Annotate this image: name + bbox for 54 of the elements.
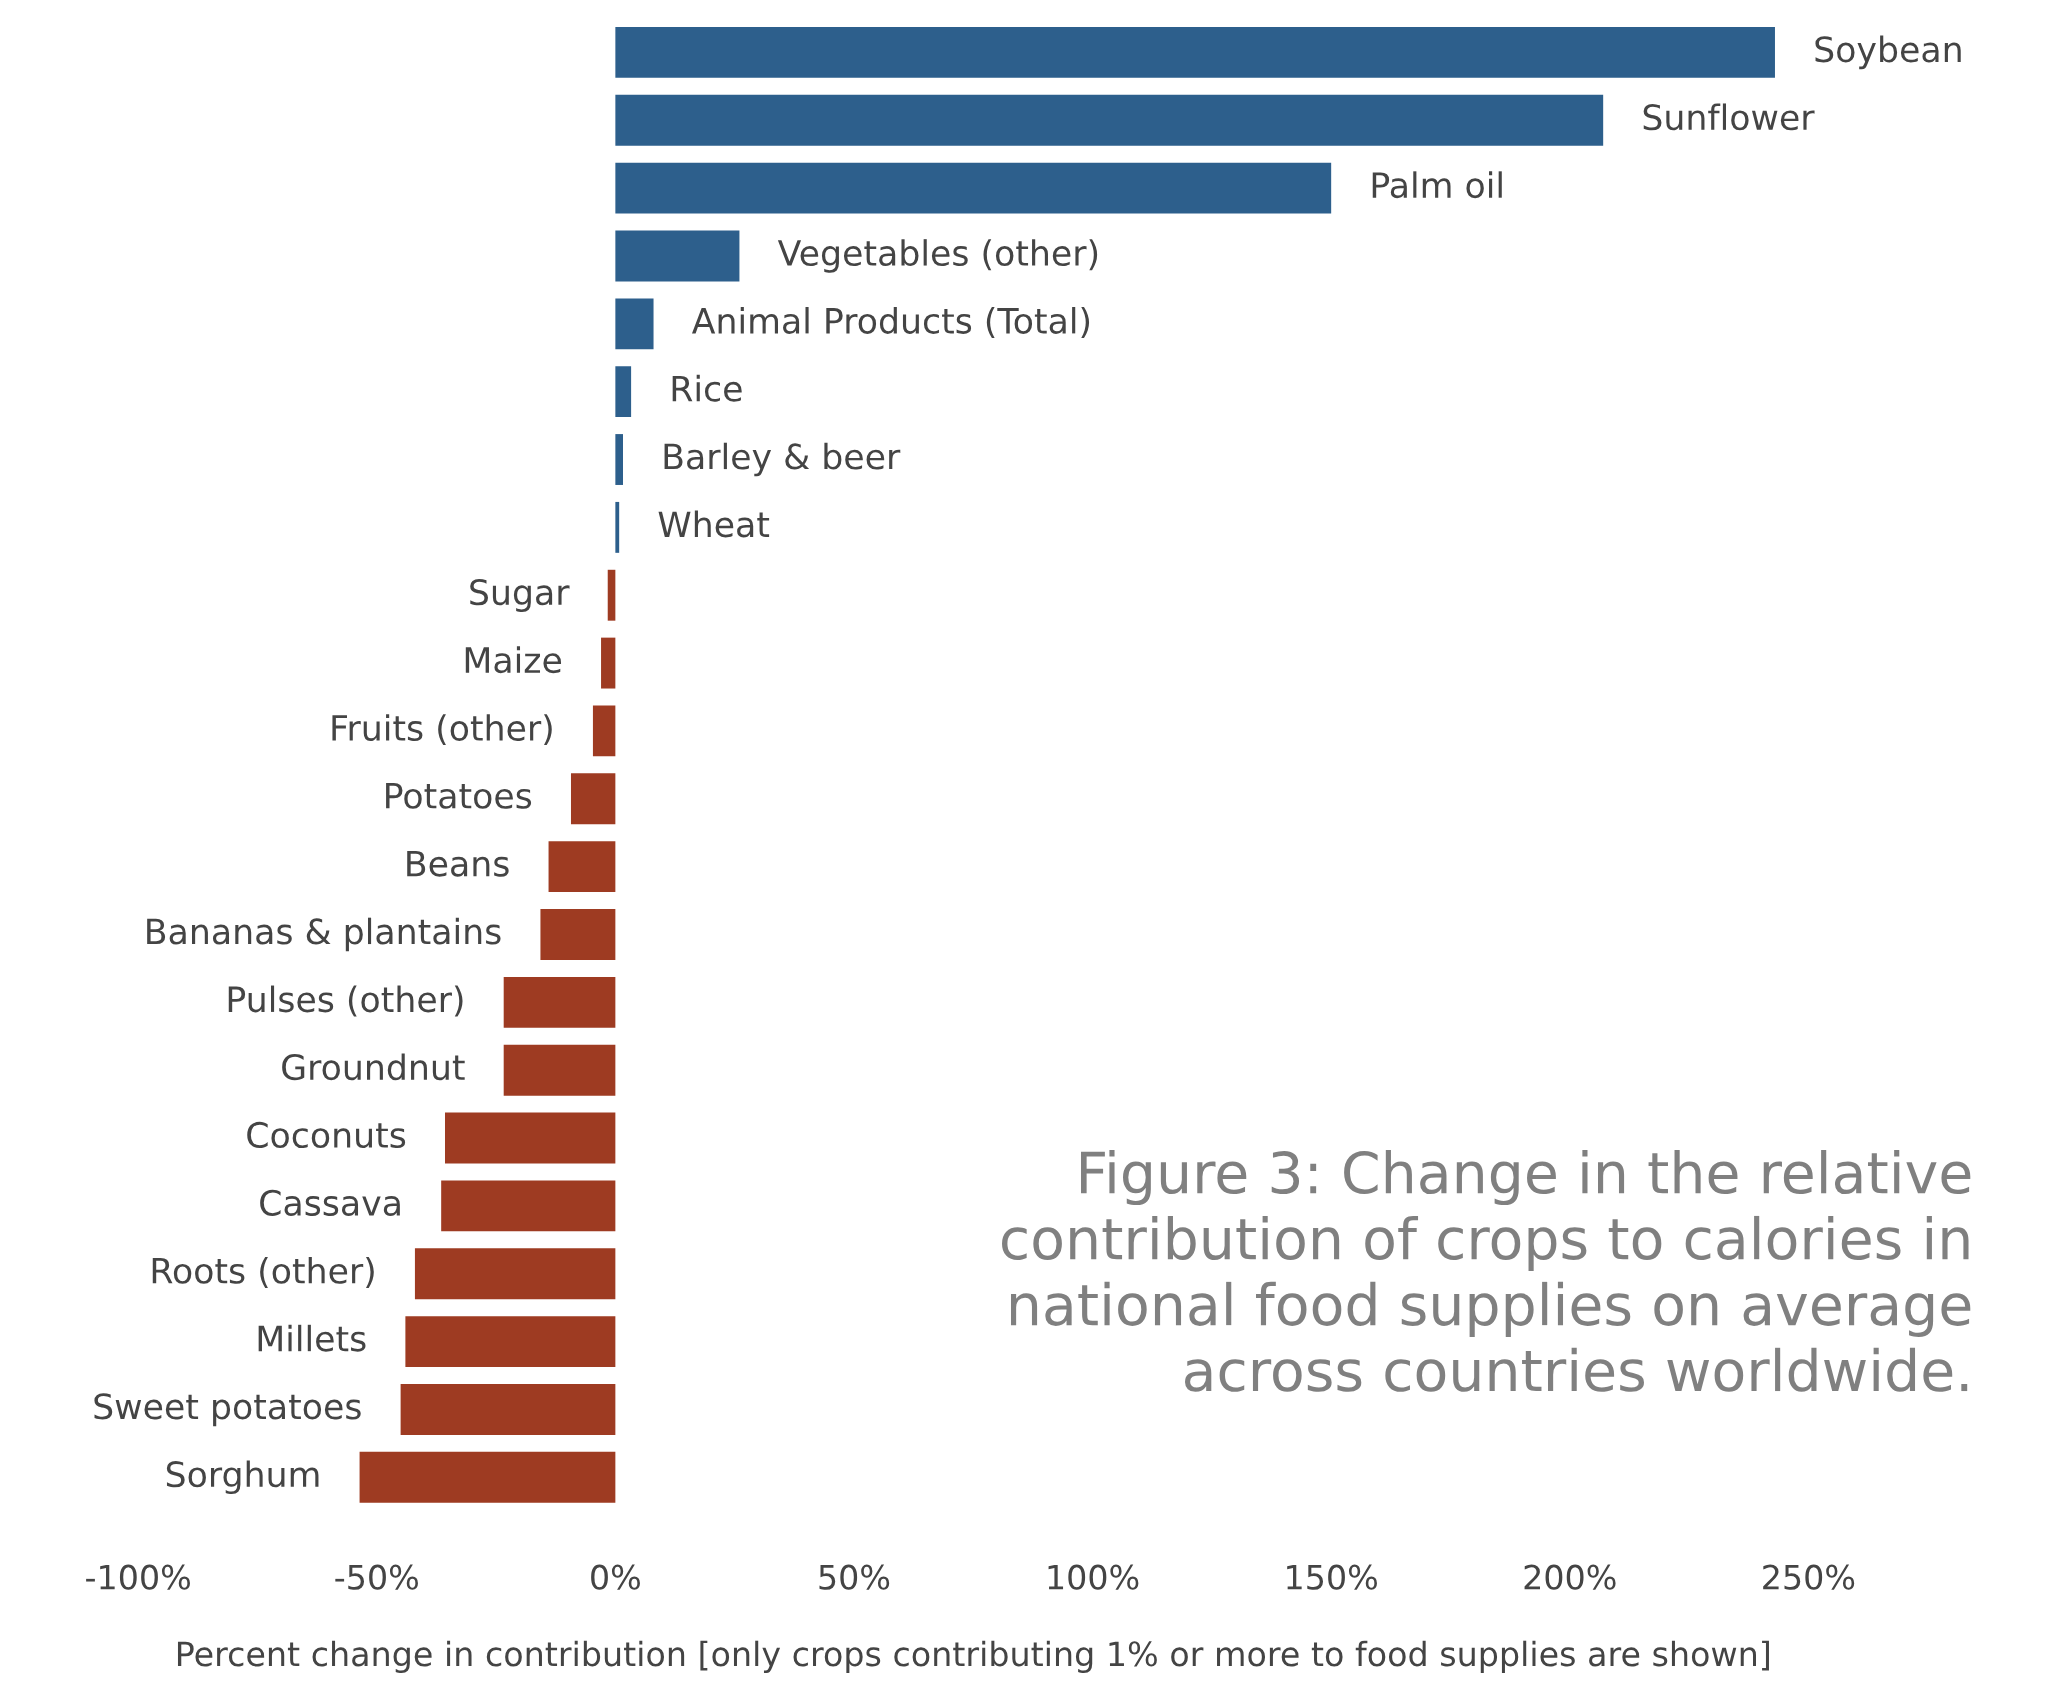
bar bbox=[607, 569, 616, 621]
bar bbox=[615, 26, 1775, 78]
y-tick-label: Pulses (other) bbox=[228, 985, 463, 1017]
y-tick-label: Millets bbox=[258, 1324, 366, 1352]
y-tick-label: Cassava bbox=[260, 1189, 400, 1216]
y-tick-label: Wheat bbox=[658, 510, 770, 538]
y-tick-label: Rice bbox=[672, 374, 742, 402]
bar bbox=[615, 230, 740, 282]
bar bbox=[615, 298, 654, 350]
bar bbox=[548, 841, 616, 893]
x-tick-label: 100% bbox=[1048, 1564, 1139, 1590]
x-tick-label: 150% bbox=[1287, 1564, 1377, 1590]
bar bbox=[615, 434, 623, 485]
bar bbox=[615, 162, 1332, 214]
bar bbox=[592, 705, 616, 757]
y-tick-label: Maize bbox=[465, 646, 562, 674]
x-tick-label: 200% bbox=[1524, 1564, 1616, 1590]
y-tick-label: Roots (other) bbox=[152, 1256, 374, 1288]
x-tick-label: 50% bbox=[819, 1564, 890, 1590]
bar bbox=[615, 366, 632, 418]
x-tick-label: 0% bbox=[591, 1564, 640, 1590]
bar bbox=[405, 1316, 616, 1368]
x-tick-label: -100% bbox=[86, 1564, 190, 1590]
bar bbox=[540, 909, 616, 960]
bar bbox=[503, 1044, 616, 1096]
y-tick-label: Barley & beer bbox=[664, 442, 901, 477]
bar bbox=[570, 773, 616, 825]
y-tick-label: Soybean bbox=[1815, 35, 1961, 70]
y-tick-label: Sweet potatoes bbox=[94, 1393, 361, 1427]
y-tick-label: Vegetables (other) bbox=[777, 239, 1098, 273]
bar bbox=[441, 1180, 616, 1232]
x-axis-title: Percent change in contribution [only crops contributing 1% or more to food supplies are shown] bbox=[177, 1640, 1769, 1673]
y-tick-label: Coconuts bbox=[247, 1121, 406, 1149]
text: Figure 3: Change in the relative contribution of crops to calories in national food supplies on average across countries worldwide. bbox=[1002, 1150, 1971, 1392]
bar bbox=[615, 501, 620, 553]
bar bbox=[601, 637, 616, 689]
y-tick-label: Palm oil bbox=[1372, 171, 1502, 199]
y-tick-label: Groundnut bbox=[282, 1053, 465, 1081]
y-tick-label: Sugar bbox=[470, 579, 570, 613]
y-tick-label: Potatoes bbox=[386, 783, 532, 809]
y-tick-label: Sunflower bbox=[1643, 103, 1815, 131]
bar bbox=[400, 1384, 616, 1435]
y-tick-label: Fruits (other) bbox=[332, 714, 552, 746]
bar bbox=[445, 1112, 616, 1164]
y-tick-label: Bananas & plantains bbox=[147, 917, 501, 952]
x-tick-label: 250% bbox=[1763, 1564, 1855, 1590]
bar bbox=[359, 1451, 616, 1503]
x-tick-label: -50% bbox=[335, 1564, 418, 1590]
y-tick-label: Animal Products (Total) bbox=[691, 307, 1090, 338]
bar bbox=[414, 1248, 616, 1300]
y-tick-label: Sorghum bbox=[166, 1460, 319, 1495]
bar bbox=[503, 976, 616, 1028]
y-tick-label: Beans bbox=[407, 850, 509, 877]
bar bbox=[615, 94, 1604, 146]
